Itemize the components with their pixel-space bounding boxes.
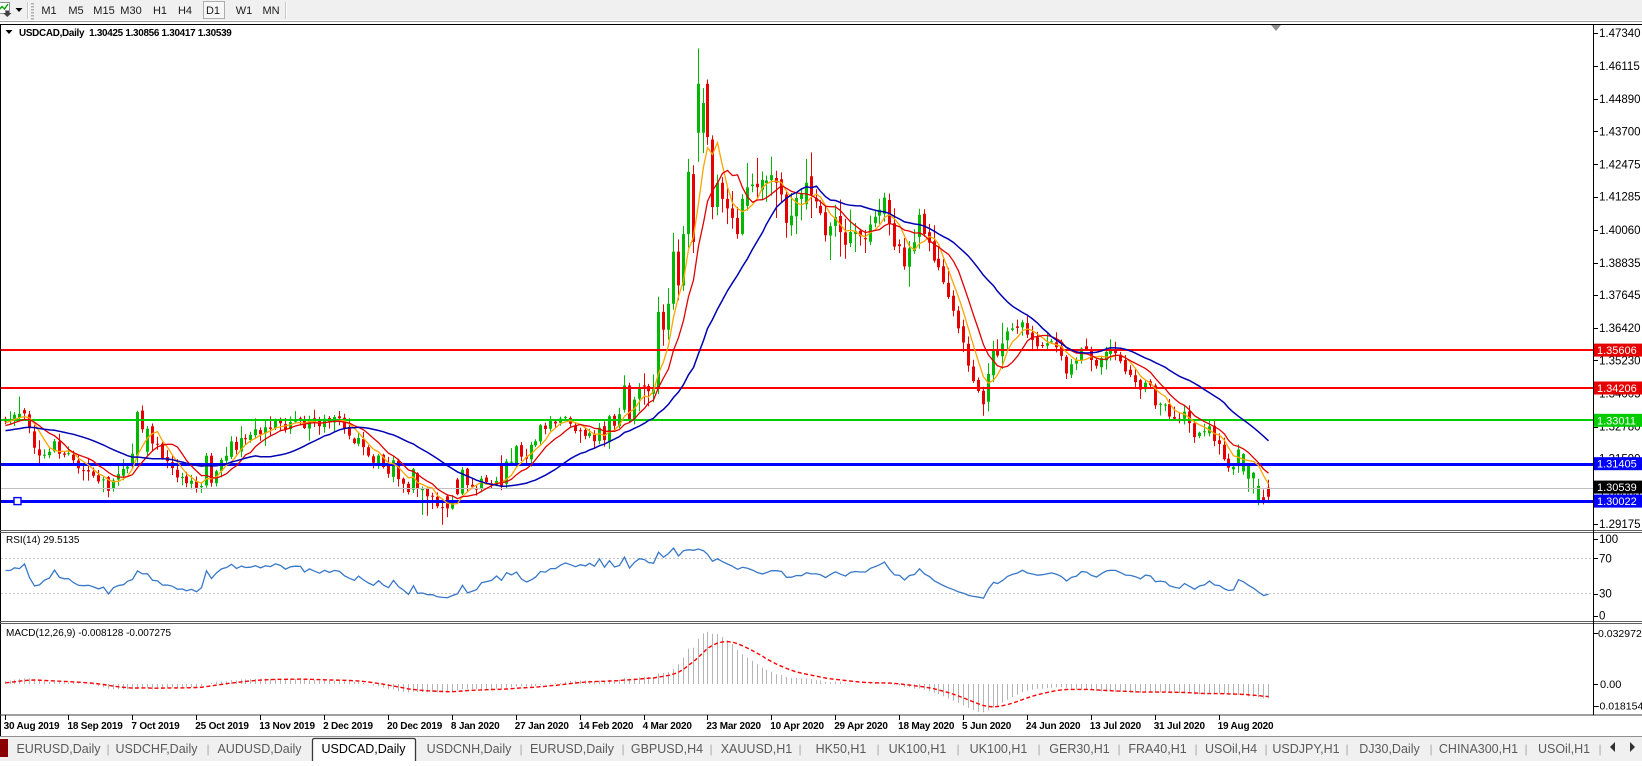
svg-text:CHINA300,H1: CHINA300,H1 bbox=[1439, 742, 1518, 756]
svg-text:19 Aug 2020: 19 Aug 2020 bbox=[1218, 721, 1274, 732]
svg-text:10 Apr 2020: 10 Apr 2020 bbox=[770, 721, 824, 732]
svg-text:|: | bbox=[206, 742, 209, 756]
svg-text:|: | bbox=[798, 742, 801, 756]
svg-text:D1: D1 bbox=[206, 5, 220, 17]
svg-text:MACD(12,26,9) -0.008128 -0.007: MACD(12,26,9) -0.008128 -0.007275 bbox=[6, 628, 172, 639]
svg-text:1.29175: 1.29175 bbox=[1599, 519, 1641, 531]
svg-text:M1: M1 bbox=[41, 5, 56, 17]
svg-text:|: | bbox=[1194, 742, 1197, 756]
svg-text:1.30539: 1.30539 bbox=[1597, 482, 1637, 494]
svg-text:1.33011: 1.33011 bbox=[1597, 415, 1636, 427]
svg-text:FRA40,H1: FRA40,H1 bbox=[1128, 742, 1186, 756]
svg-text:|: | bbox=[956, 742, 959, 756]
svg-text:18 May 2020: 18 May 2020 bbox=[898, 721, 955, 732]
svg-text:1.47340: 1.47340 bbox=[1599, 28, 1641, 40]
svg-text:0.00: 0.00 bbox=[1600, 679, 1621, 691]
svg-text:|: | bbox=[519, 742, 522, 756]
svg-text:1.30022: 1.30022 bbox=[1597, 496, 1637, 508]
svg-text:DJ30,Daily: DJ30,Daily bbox=[1359, 742, 1420, 756]
svg-text:H1: H1 bbox=[153, 5, 167, 17]
svg-text:M5: M5 bbox=[68, 5, 83, 17]
svg-text:13 Nov 2019: 13 Nov 2019 bbox=[259, 721, 315, 732]
svg-text:20 Dec 2019: 20 Dec 2019 bbox=[387, 721, 443, 732]
svg-text:USOil,H4: USOil,H4 bbox=[1205, 742, 1257, 756]
svg-text:31 Jul 2020: 31 Jul 2020 bbox=[1154, 721, 1206, 732]
svg-text:|: | bbox=[106, 742, 109, 756]
svg-text:|: | bbox=[1345, 742, 1348, 756]
svg-text:USDCAD,Daily 1.30425 1.30856: USDCAD,Daily 1.30425 1.30856 1.30417 1.3… bbox=[19, 28, 232, 39]
svg-text:M30: M30 bbox=[120, 5, 141, 17]
svg-text:27 Jan 2020: 27 Jan 2020 bbox=[515, 721, 570, 732]
svg-text:|: | bbox=[1037, 742, 1040, 756]
svg-text:AUDUSD,Daily: AUDUSD,Daily bbox=[217, 742, 302, 756]
svg-text:18 Sep 2019: 18 Sep 2019 bbox=[68, 721, 124, 732]
svg-text:7 Oct 2019: 7 Oct 2019 bbox=[131, 721, 180, 732]
svg-text:4 Mar 2020: 4 Mar 2020 bbox=[643, 721, 693, 732]
svg-text:70: 70 bbox=[1599, 553, 1612, 565]
svg-text:RSI(14) 29.5135: RSI(14) 29.5135 bbox=[6, 535, 80, 546]
svg-text:1.31405: 1.31405 bbox=[1597, 459, 1637, 471]
svg-text:|: | bbox=[1429, 742, 1432, 756]
svg-text:25 Oct 2019: 25 Oct 2019 bbox=[195, 721, 249, 732]
svg-text:1.35606: 1.35606 bbox=[1597, 345, 1637, 357]
svg-text:1.35230: 1.35230 bbox=[1599, 355, 1641, 367]
svg-text:23 Mar 2020: 23 Mar 2020 bbox=[706, 721, 761, 732]
svg-text:0: 0 bbox=[1599, 611, 1605, 623]
svg-text:1.36420: 1.36420 bbox=[1599, 323, 1641, 335]
svg-text:13 Jul 2020: 13 Jul 2020 bbox=[1090, 721, 1142, 732]
svg-text:29 Apr 2020: 29 Apr 2020 bbox=[834, 721, 888, 732]
svg-text:H4: H4 bbox=[178, 5, 192, 17]
svg-text:USDCAD,Daily: USDCAD,Daily bbox=[321, 742, 406, 756]
svg-text:EURUSD,Daily: EURUSD,Daily bbox=[530, 742, 615, 756]
svg-text:1.41285: 1.41285 bbox=[1599, 192, 1641, 204]
svg-text:1.40060: 1.40060 bbox=[1599, 225, 1641, 237]
svg-text:1.34206: 1.34206 bbox=[1597, 383, 1637, 395]
svg-text:8 Jan 2020: 8 Jan 2020 bbox=[451, 721, 500, 732]
svg-text:W1: W1 bbox=[236, 5, 253, 17]
svg-text:30 Aug 2019: 30 Aug 2019 bbox=[4, 721, 60, 732]
svg-text:|: | bbox=[709, 742, 712, 756]
svg-text:1.37645: 1.37645 bbox=[1599, 290, 1641, 302]
svg-text:1.44890: 1.44890 bbox=[1599, 94, 1641, 106]
svg-text:|: | bbox=[1264, 742, 1267, 756]
svg-text:0.032972: 0.032972 bbox=[1598, 628, 1642, 640]
svg-text:UK100,H1: UK100,H1 bbox=[889, 742, 947, 756]
svg-text:UK100,H1: UK100,H1 bbox=[970, 742, 1028, 756]
svg-text:USOil,H1: USOil,H1 bbox=[1538, 742, 1590, 756]
svg-text:30: 30 bbox=[1599, 589, 1612, 601]
svg-text:14 Feb 2020: 14 Feb 2020 bbox=[579, 721, 634, 732]
svg-text:MN: MN bbox=[262, 5, 279, 17]
svg-text:GBPUSD,H4: GBPUSD,H4 bbox=[631, 742, 703, 756]
svg-text:M15: M15 bbox=[93, 5, 114, 17]
svg-text:XAUUSD,H1: XAUUSD,H1 bbox=[721, 742, 793, 756]
svg-text:1.46115: 1.46115 bbox=[1599, 61, 1640, 73]
svg-text:USDCNH,Daily: USDCNH,Daily bbox=[427, 742, 512, 756]
svg-text:GER30,H1: GER30,H1 bbox=[1049, 742, 1109, 756]
svg-text:2 Dec 2019: 2 Dec 2019 bbox=[323, 721, 373, 732]
svg-text:HK50,H1: HK50,H1 bbox=[816, 742, 867, 756]
svg-text:USDJPY,H1: USDJPY,H1 bbox=[1272, 742, 1339, 756]
svg-text:|: | bbox=[1598, 742, 1601, 756]
svg-text:100: 100 bbox=[1599, 534, 1618, 546]
svg-text:5 Jun 2020: 5 Jun 2020 bbox=[962, 721, 1012, 732]
svg-text:|: | bbox=[1117, 742, 1120, 756]
svg-text:1.42475: 1.42475 bbox=[1599, 160, 1641, 172]
svg-text:1.38835: 1.38835 bbox=[1599, 258, 1641, 270]
svg-text:|: | bbox=[621, 742, 624, 756]
svg-text:|: | bbox=[876, 742, 879, 756]
svg-text:1.43700: 1.43700 bbox=[1599, 126, 1641, 138]
svg-text:|: | bbox=[1524, 742, 1527, 756]
svg-text:USDCHF,Daily: USDCHF,Daily bbox=[116, 742, 199, 756]
svg-text:24 Jun 2020: 24 Jun 2020 bbox=[1026, 721, 1081, 732]
svg-text:EURUSD,Daily: EURUSD,Daily bbox=[16, 742, 101, 756]
svg-text:-0.018154: -0.018154 bbox=[1596, 701, 1642, 713]
